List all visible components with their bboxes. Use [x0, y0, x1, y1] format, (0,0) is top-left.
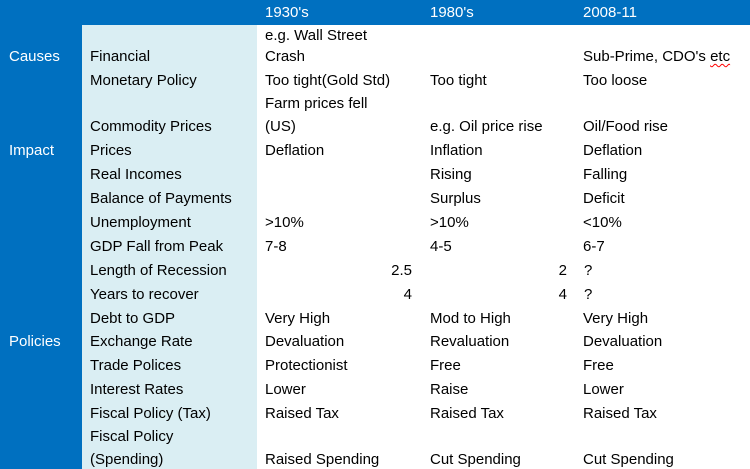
cell-1980s: Free — [430, 357, 461, 374]
cell-2008-11: 6-7 — [583, 238, 605, 255]
cell-1980s: 4-5 — [430, 238, 452, 255]
cell-1930s: Too tight(Gold Std) — [265, 72, 391, 89]
cell-1930s: 4 — [403, 286, 412, 303]
cell-1930s: Raised Tax — [265, 405, 339, 422]
cell-1930s: (US) — [265, 118, 296, 135]
cell-1930s: 7-8 — [265, 238, 287, 255]
cell-2008-11: Devaluation — [583, 333, 663, 350]
cell-1930s: Lower — [265, 381, 306, 398]
row-label: (Spending) — [90, 451, 164, 468]
cell-1980s: Raised Tax — [430, 405, 504, 422]
row-label: Monetary Policy — [90, 72, 197, 89]
header-1980s: 1980's — [430, 4, 474, 21]
section-impact: Impact — [9, 142, 55, 159]
row-label-line1: Fiscal Policy — [90, 428, 174, 445]
row-label: Exchange Rate — [90, 333, 193, 350]
cell-1980s: Cut Spending — [430, 451, 521, 468]
cell-1930s: Deflation — [265, 142, 325, 159]
cell-2008-11: Raised Tax — [583, 405, 657, 422]
cell-1930s: >10% — [265, 214, 304, 231]
cell-1980s: Rising — [430, 166, 472, 183]
cell-1930s: Devaluation — [265, 333, 345, 350]
cell-2008-11: <10% — [583, 214, 622, 231]
cell-1980s: Raise — [430, 381, 469, 398]
cell-1980s: 4 — [558, 286, 567, 303]
cell-1980s: 2 — [558, 262, 567, 279]
section-policies: Policies — [9, 333, 61, 350]
cell-2008-11: Cut Spending — [583, 451, 674, 468]
spellcheck-word: etc — [710, 48, 731, 65]
cell-2008-11: Oil/Food rise — [583, 118, 669, 135]
cell-1980s: Surplus — [430, 190, 481, 207]
cell-1980s: Too tight — [430, 72, 487, 89]
cell-1930s: 2.5 — [391, 262, 412, 279]
cell-1930s: Very High — [265, 310, 331, 327]
cell-1980s: Mod to High — [430, 310, 511, 327]
row-label: Length of Recession — [90, 262, 227, 279]
cell-2008-11: Deflation — [583, 142, 643, 159]
header-band — [0, 0, 750, 25]
row-label: Unemployment — [90, 214, 191, 231]
row-label: Commodity Prices — [90, 118, 212, 135]
section-column — [0, 25, 82, 469]
cell-1930s-line1: e.g. Wall Street — [265, 27, 367, 44]
row-label: Interest Rates — [90, 381, 184, 398]
cell-2008-11: Too loose — [583, 72, 648, 89]
cell-2008-11: Very High — [583, 310, 649, 327]
cell-2008-11: ? — [584, 286, 593, 303]
row-label: Years to recover — [90, 286, 199, 303]
cell-2008-11: Lower — [583, 381, 624, 398]
cell-2008-11: Free — [583, 357, 614, 374]
cell-2008-11: Falling — [583, 166, 628, 183]
cell-1980s: Revaluation — [430, 333, 510, 350]
cell-2008-11: Deficit — [583, 190, 625, 207]
label-column — [82, 25, 257, 469]
cell-2008-11: Sub-Prime, CDO's etc — [583, 48, 731, 65]
row-label: Balance of Payments — [90, 190, 232, 207]
cell-1980s: >10% — [430, 214, 469, 231]
section-causes: Causes — [9, 48, 60, 65]
row-label: Debt to GDP — [90, 310, 176, 327]
row-label: Fiscal Policy (Tax) — [90, 405, 211, 422]
row-label: Real Incomes — [90, 166, 182, 183]
row-label: GDP Fall from Peak — [90, 238, 224, 255]
row-label: Financial — [90, 48, 151, 65]
row-label: Prices — [90, 142, 132, 159]
header-2008-11: 2008-11 — [583, 4, 637, 21]
cell-1930s: Protectionist — [265, 357, 348, 374]
cell-1930s: Raised Spending — [265, 451, 380, 468]
cell-1930s-line1: Farm prices fell — [265, 95, 368, 112]
cell-1980s: e.g. Oil price rise — [430, 118, 543, 135]
row-label: Trade Polices — [90, 357, 182, 374]
header-1930s: 1930's — [265, 4, 309, 21]
cell-1980s: Inflation — [430, 142, 483, 159]
cell-2008-11: ? — [584, 262, 593, 279]
cell-1930s: Crash — [265, 48, 306, 65]
